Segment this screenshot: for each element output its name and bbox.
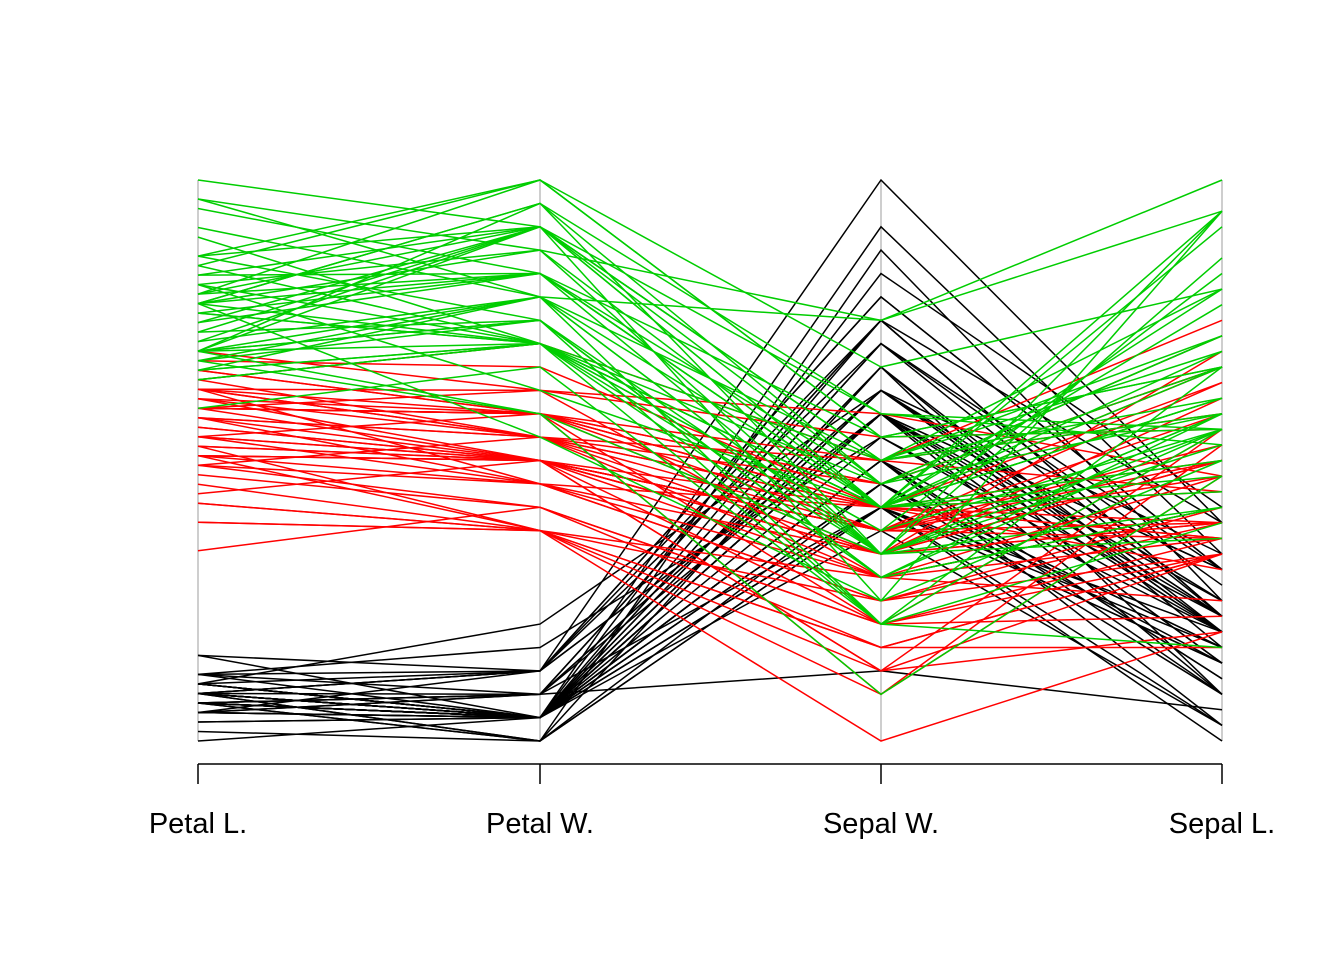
x-axis: Petal L. Petal W. Sepal W. Sepal L. <box>149 763 1275 840</box>
x-tick-label: Sepal W. <box>823 808 939 840</box>
data-line-virginica <box>197 225 1223 446</box>
x-tick-label: Petal L. <box>149 808 247 840</box>
data-line-virginica <box>197 179 1223 368</box>
data-line-setosa <box>197 506 1223 742</box>
data-line-versicolor <box>197 454 1223 602</box>
data-line-versicolor <box>197 506 1223 625</box>
data-lines <box>197 178 1223 742</box>
data-line-virginica <box>197 225 1223 485</box>
data-line-virginica <box>197 302 1223 602</box>
data-line-virginica <box>197 312 1223 485</box>
data-line-versicolor <box>197 445 1223 555</box>
data-line-virginica <box>197 225 1223 509</box>
data-line-virginica <box>197 319 1223 579</box>
data-line-virginica <box>197 179 1223 438</box>
x-tick-label: Petal W. <box>486 808 594 840</box>
data-line-versicolor <box>197 521 1223 672</box>
data-line-versicolor <box>197 483 1223 649</box>
data-line-virginica <box>197 319 1223 626</box>
data-line-setosa <box>197 670 1223 714</box>
data-line-virginica <box>197 210 1223 509</box>
data-line-setosa <box>197 272 1223 723</box>
data-line-virginica <box>197 296 1223 509</box>
data-line-virginica <box>197 359 1223 696</box>
x-tick-label: Sepal L. <box>1169 808 1275 840</box>
data-line-virginica <box>197 226 1223 462</box>
data-line-virginica <box>197 342 1223 509</box>
data-line-virginica <box>197 198 1223 322</box>
